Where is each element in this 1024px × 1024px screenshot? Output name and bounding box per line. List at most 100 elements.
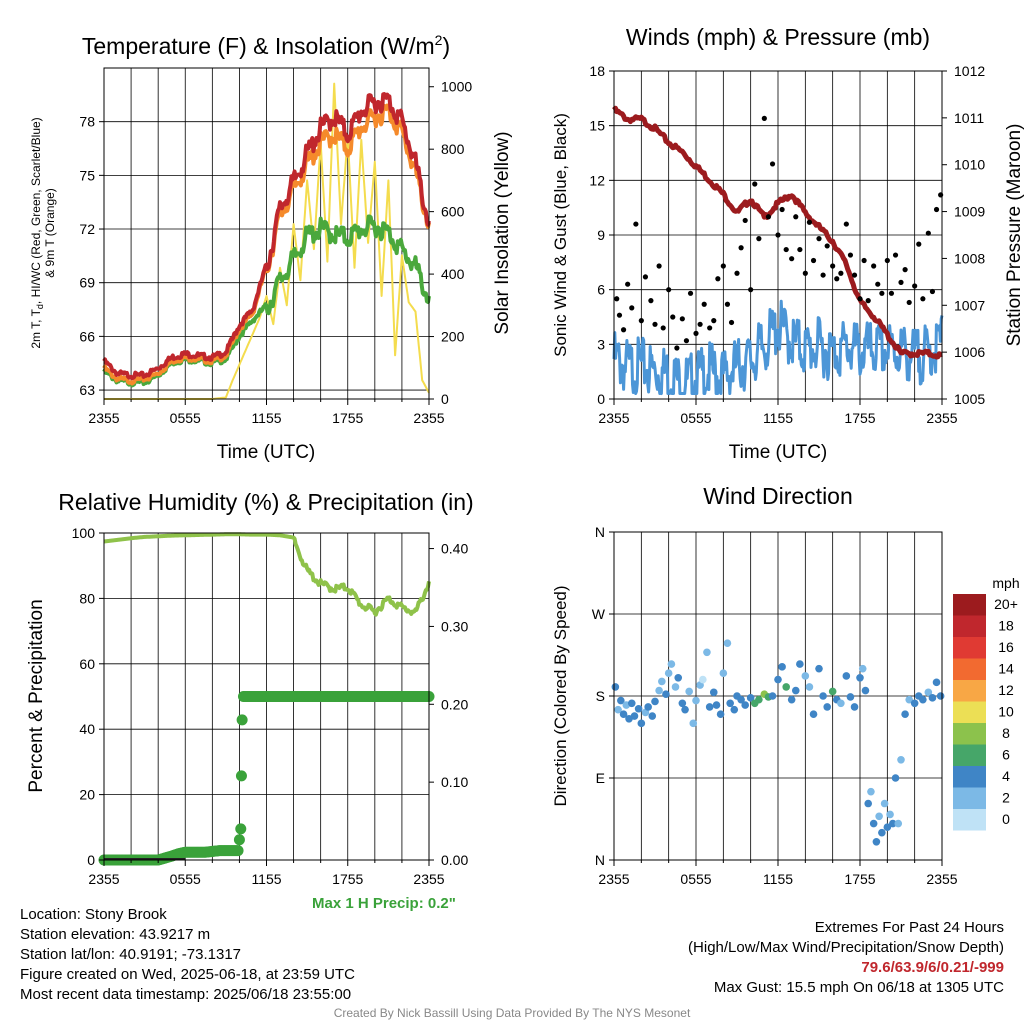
x-tick-label: 2355 <box>88 871 119 887</box>
extremes-title: Extremes For Past 24 Hours <box>814 919 1004 936</box>
direction-point <box>746 694 755 702</box>
y-tick-label: N <box>595 852 605 868</box>
gust-point <box>724 301 731 307</box>
direction-point <box>644 703 652 711</box>
svg-text:& 9m T (Orange): & 9m T (Orange) <box>43 188 57 278</box>
legend-label: 16 <box>998 639 1014 655</box>
y-tick-label: N <box>595 524 605 540</box>
direction-point <box>658 677 666 686</box>
direction-point <box>709 688 718 697</box>
direction-point <box>712 701 721 709</box>
direction-point <box>819 692 827 700</box>
gust-point <box>830 263 836 269</box>
direction-point <box>681 705 689 714</box>
direction-point <box>861 686 870 695</box>
insolation-ylabel: Solar Insolation (Yellow) <box>492 131 513 334</box>
precip-point <box>232 845 244 857</box>
temperature-panel: Temperature (F) & Insolation (W/m2) 2355… <box>29 32 513 463</box>
direction-point <box>864 799 872 808</box>
extremes-info: Extremes For Past 24 Hours (High/Low/Max… <box>688 918 1004 998</box>
direction-point <box>801 672 810 680</box>
x-tick-label: 0555 <box>170 871 201 887</box>
svg-text:2m T, Td, HI/WC (Red, Green, S: 2m T, Td, HI/WC (Red, Green, Scarlet/Blu… <box>29 117 45 348</box>
y2-tick-label: 0.20 <box>441 696 468 712</box>
direction-point <box>664 669 673 678</box>
gust-point <box>929 288 936 295</box>
y-tick-label: 100 <box>72 525 96 541</box>
gust-point <box>925 230 931 236</box>
y2-tick-label: 0.40 <box>441 541 468 557</box>
legend-label: 4 <box>1002 768 1010 784</box>
gust-point <box>711 318 717 324</box>
direction-point <box>889 819 897 828</box>
direction-point <box>850 703 859 711</box>
gust-point <box>670 314 676 320</box>
y-tick-label: 60 <box>79 656 95 672</box>
y2-tick-label: 600 <box>441 204 465 220</box>
x-tick-label: 2355 <box>926 871 957 887</box>
y2-tick-label: 1007 <box>954 297 985 313</box>
gust-point <box>879 290 885 296</box>
legend-swatch <box>953 787 986 809</box>
gust-point <box>912 283 918 289</box>
max-gust: Max Gust: 15.5 mph On 06/18 at 1305 UTC <box>713 979 1004 996</box>
y-tick-label: 9 <box>597 227 605 243</box>
legend-label: 12 <box>998 682 1014 698</box>
y-tick-label: 80 <box>79 590 95 606</box>
gust-point <box>857 296 863 302</box>
x-tick-label: 2355 <box>413 871 444 887</box>
direction-point <box>703 648 711 657</box>
x-tick-label: 0555 <box>170 410 201 426</box>
direction-point <box>828 687 837 696</box>
gust-point <box>742 217 748 224</box>
gust-point <box>810 257 817 264</box>
direction-point <box>883 823 892 831</box>
legend-swatch <box>953 637 986 659</box>
gust-point <box>865 298 871 304</box>
direction-point <box>782 683 790 691</box>
gust-point <box>738 245 744 251</box>
y2-tick-label: 1012 <box>954 63 985 79</box>
precip-point <box>236 714 248 726</box>
direction-point <box>823 703 831 711</box>
legend-swatch <box>953 809 986 831</box>
x-tick-label: 1755 <box>332 410 363 426</box>
y-tick-label: 78 <box>79 114 95 130</box>
gust-point <box>861 257 867 264</box>
direction-point <box>936 692 945 700</box>
y2-tick-label: 1006 <box>954 344 985 360</box>
y-tick-label: 72 <box>79 221 95 237</box>
legend-swatch <box>953 744 986 766</box>
gust-point <box>748 287 754 293</box>
y-tick-label: 20 <box>79 787 95 803</box>
direction-point <box>856 673 864 682</box>
gust-point <box>720 263 726 269</box>
x-tick-label: 2355 <box>598 871 629 887</box>
direction-point <box>842 672 851 680</box>
y2-tick-label: 1011 <box>954 110 984 126</box>
direction-point <box>662 690 670 698</box>
winds-title: Winds (mph) & Pressure (mb) <box>626 24 930 50</box>
direction-point <box>614 705 622 714</box>
y-tick-label: S <box>596 688 605 704</box>
x-tick-label: 0555 <box>680 410 711 426</box>
gust-point <box>656 263 662 269</box>
gust-point <box>683 338 690 344</box>
y2-tick-label: 0.00 <box>441 852 468 868</box>
legend-swatch <box>953 723 986 745</box>
y2-tick-label: 0.30 <box>441 618 468 634</box>
precip-point <box>233 834 245 846</box>
station-info: Location: Stony Brook Station elevation:… <box>20 905 355 1005</box>
extremes-values: 79.6/63.9/6/0.21/-999 <box>861 959 1004 976</box>
legend-label: 6 <box>1002 747 1010 763</box>
y-tick-label: 3 <box>597 336 605 352</box>
y-tick-label: 15 <box>589 118 605 134</box>
gust-point <box>629 305 635 311</box>
y2-tick-label: 800 <box>441 141 465 157</box>
temperature-title: Temperature (F) & Insolation (W/m2) <box>82 32 450 59</box>
gust-point <box>838 270 844 276</box>
y2-tick-label: 200 <box>441 329 465 345</box>
gust-point <box>816 236 822 242</box>
y-tick-label: 75 <box>79 167 95 183</box>
